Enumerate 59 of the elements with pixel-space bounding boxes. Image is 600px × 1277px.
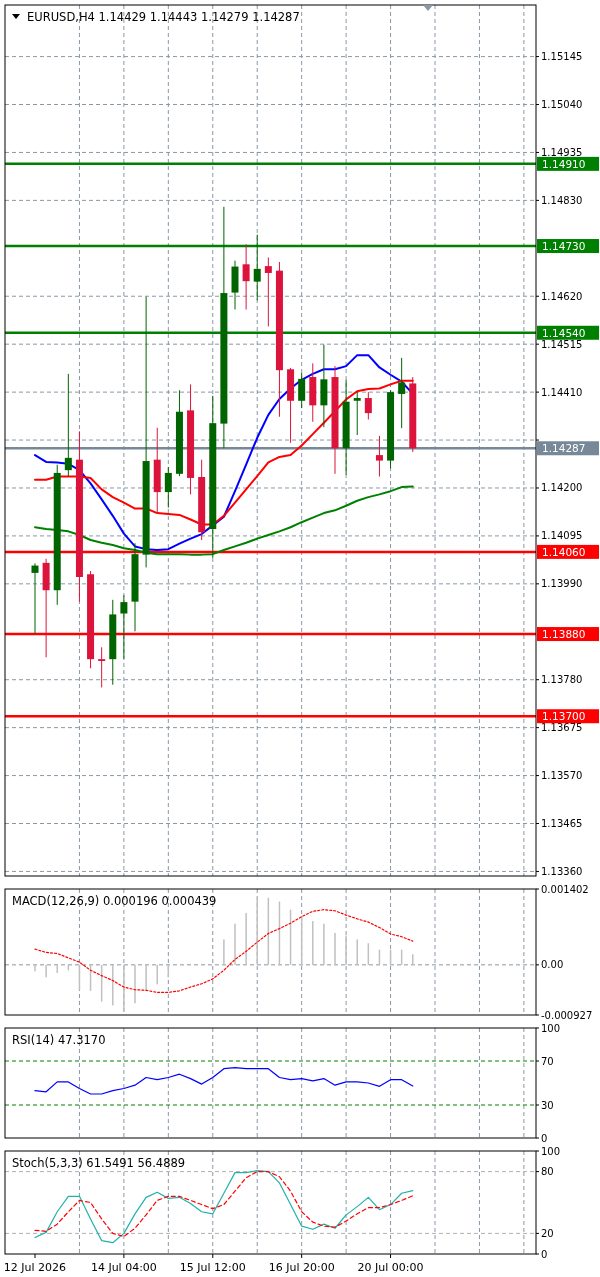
ref-line-label: 1.14910	[542, 157, 586, 170]
y-tick-label: 100	[541, 1022, 561, 1034]
y-tick-label: 1.14410	[541, 386, 583, 398]
y-tick-label: 1.13570	[541, 770, 583, 782]
y-tick-label: 1.14935	[541, 146, 583, 158]
text: Stoch(5,3,3) 61.5491 56.4889	[12, 1156, 186, 1170]
y-tick-label: 1.14830	[541, 194, 583, 206]
y-tick-label: 100	[541, 1145, 561, 1157]
ref-line-label: 1.14730	[542, 240, 586, 253]
x-tick-label: 15 Jul 12:00	[179, 1260, 246, 1274]
x-tick-label: 16 Jul 20:00	[268, 1260, 335, 1274]
y-tick-label: 1.15145	[541, 51, 583, 63]
candlestick	[298, 372, 306, 409]
y-tick-label: 1.14515	[541, 338, 583, 350]
y-tick-label: 1.15040	[541, 99, 583, 111]
line-series	[34, 379, 414, 526]
candlestick	[164, 466, 172, 509]
y-tick-label: 0	[541, 1248, 548, 1260]
y-tick-label: 0.001402	[541, 883, 589, 895]
ref-line-label: 1.14540	[542, 326, 586, 339]
candlestick	[253, 234, 261, 301]
y-tick-label: 1.13360	[541, 865, 583, 877]
y-tick-label: 20	[541, 1227, 554, 1239]
x-tick-label: 12 Jul 2026	[3, 1260, 67, 1274]
text: RSI(14) 47.3170	[12, 1033, 106, 1047]
y-tick-label: -0.000927	[541, 1009, 593, 1021]
candlestick	[242, 243, 250, 310]
y-tick-label: 1.13675	[541, 722, 583, 734]
candlestick	[353, 391, 361, 436]
y-tick-label: 1.13780	[541, 674, 583, 686]
candlestick	[120, 594, 128, 660]
y-tick-label: 30	[541, 1099, 554, 1111]
text: EURUSD,H4 1.14429 1.14443 1.14279 1.14287	[27, 10, 300, 24]
y-tick-label: 1.14200	[541, 482, 583, 494]
y-tick-label: 80	[541, 1166, 554, 1178]
line-series	[34, 1067, 414, 1095]
line-series	[34, 485, 414, 556]
candlestick	[375, 435, 383, 478]
x-tick-label: 14 Jul 04:00	[90, 1260, 157, 1274]
candlestick	[398, 357, 406, 429]
text: MACD(12,26,9) 0.000196 0.000439	[12, 894, 217, 908]
y-tick-label: 1.14620	[541, 290, 583, 302]
candlestick	[98, 646, 106, 688]
ref-line-label: 1.13880	[542, 628, 586, 641]
line-series	[34, 909, 414, 994]
ref-line-label: 1.14060	[542, 545, 586, 558]
ref-line-label: 1.13700	[542, 710, 586, 723]
x-tick-label: 20 Jul 00:00	[357, 1260, 424, 1274]
y-tick-label: 0.00	[541, 959, 564, 971]
ref-line-label: 1.14287	[542, 442, 586, 455]
y-tick-label: 1.13465	[541, 818, 583, 829]
candlestick	[64, 373, 72, 477]
candlestick	[264, 256, 272, 327]
candlestick	[31, 562, 39, 635]
y-tick-label: 1.14095	[541, 530, 583, 542]
y-tick-label: 70	[541, 1055, 554, 1067]
y-tick-label: 1.13990	[541, 578, 583, 590]
y-tick-label: 0	[541, 1132, 548, 1144]
candlestick	[364, 391, 372, 420]
